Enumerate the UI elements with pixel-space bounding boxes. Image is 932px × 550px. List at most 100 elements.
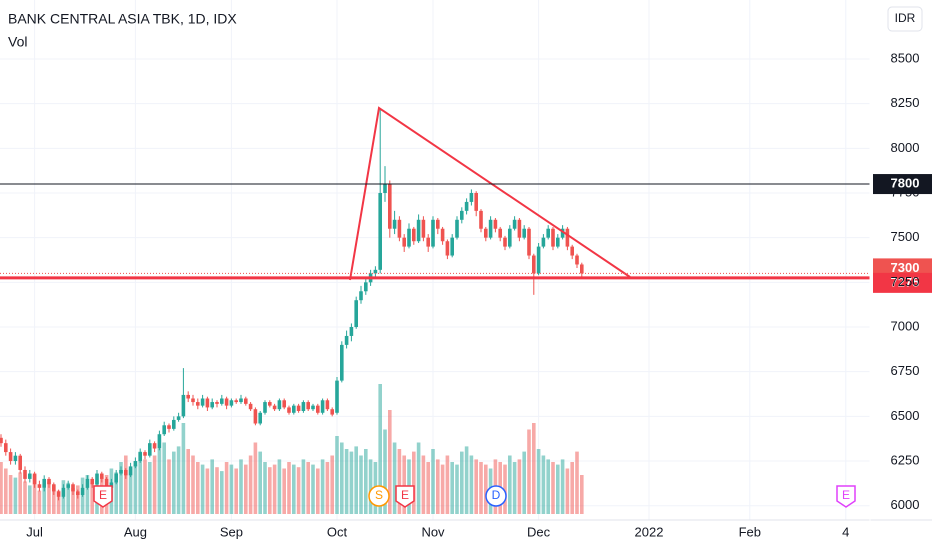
candle-body	[52, 484, 56, 492]
volume-bar	[536, 449, 541, 514]
candle-body	[28, 473, 32, 479]
volume-bar	[436, 459, 440, 514]
event-badge[interactable]	[485, 485, 507, 507]
volume-bar	[397, 449, 402, 514]
event-label[interactable]: E	[99, 488, 107, 502]
currency-box[interactable]	[887, 6, 923, 32]
candle-body	[66, 484, 70, 488]
currency[interactable]: IDR	[895, 11, 916, 25]
candle-body	[61, 487, 66, 497]
volume-bar	[527, 429, 531, 514]
volume-bar	[224, 462, 229, 514]
candle-body	[493, 219, 498, 229]
candle-body	[248, 403, 253, 410]
candle-body	[133, 461, 138, 467]
event-badge[interactable]	[836, 485, 856, 508]
candle-body	[556, 237, 560, 247]
candle-body	[32, 473, 37, 485]
event-label[interactable]: E	[842, 488, 850, 502]
volume-bar	[133, 464, 138, 514]
volume-bar	[570, 462, 574, 514]
candle-body	[4, 443, 8, 453]
candle-body	[560, 228, 565, 238]
volume-bar	[167, 459, 171, 514]
volume-bar	[47, 481, 51, 514]
candle-body	[383, 184, 387, 193]
volume-bar	[378, 384, 382, 514]
volume-bar	[0, 462, 3, 514]
candle-body	[143, 452, 147, 456]
candle-body	[258, 412, 262, 424]
x-tick-label: Nov	[421, 524, 445, 539]
volume-bar	[301, 459, 306, 514]
volume-bar	[253, 442, 258, 514]
x-tick-label: Feb	[739, 524, 761, 539]
x-tick-label: Aug	[124, 524, 147, 539]
candle-body	[546, 228, 550, 238]
event-badge[interactable]	[93, 485, 113, 508]
price-label: 7800	[891, 175, 920, 190]
volume-bar	[114, 472, 118, 514]
volume-bar	[484, 464, 488, 514]
event-badge[interactable]	[395, 485, 415, 508]
candle-body	[8, 452, 13, 462]
volume-label: Vol	[8, 34, 27, 50]
y-tick-label: 6000	[891, 497, 920, 512]
candle-body	[292, 405, 296, 413]
candle-body	[196, 402, 200, 406]
volume-bar	[455, 464, 459, 514]
candle-body	[498, 228, 502, 238]
volume-bar	[416, 442, 421, 514]
candle-body	[301, 402, 306, 411]
candle-body	[268, 402, 272, 406]
event-badge[interactable]	[368, 485, 390, 507]
volume-bar	[349, 451, 354, 514]
candle-body	[541, 237, 546, 247]
volume-bar	[311, 464, 315, 514]
volume-bar	[13, 477, 18, 514]
candle-body	[13, 455, 18, 462]
candle-body	[282, 400, 286, 408]
volume-bar	[18, 472, 22, 514]
price-label-box	[873, 272, 932, 293]
grid	[0, 0, 870, 520]
volume-bar	[42, 488, 46, 514]
candle-body	[272, 405, 277, 410]
volume-bar	[316, 468, 320, 514]
candle-body	[340, 344, 344, 381]
volume-bar	[124, 455, 128, 514]
price-label-box	[873, 174, 932, 195]
candle-body	[306, 402, 310, 410]
volume-bar	[508, 455, 512, 514]
volume-bar	[287, 462, 291, 514]
candle-body	[325, 400, 330, 410]
candle-body	[570, 246, 574, 256]
volume-bar	[517, 459, 522, 514]
candle-body	[488, 219, 493, 238]
event-label[interactable]: D	[492, 488, 501, 502]
candle-body	[349, 327, 354, 336]
volume-bar	[282, 468, 286, 514]
volume-bar	[565, 468, 570, 514]
volume-bar	[296, 467, 301, 514]
volume-bar	[200, 464, 205, 514]
x-tick-label: Dec	[527, 524, 551, 539]
volume-bar	[440, 464, 445, 514]
y-tick-label: 6500	[891, 408, 920, 423]
trendline	[349, 106, 631, 281]
candle-body	[71, 484, 75, 492]
candle-body	[320, 400, 325, 413]
event-label[interactable]: E	[401, 488, 409, 502]
candle-body	[316, 405, 320, 413]
candle-body	[464, 201, 469, 211]
event-label[interactable]: S	[375, 488, 383, 502]
volume-bar	[56, 490, 61, 514]
volume-bar	[474, 459, 478, 514]
volume-bar	[532, 423, 536, 514]
candle-body	[440, 228, 445, 242]
candle-body	[359, 291, 363, 301]
volume-bar	[325, 462, 330, 514]
volume-bar	[354, 446, 358, 514]
volume-bar	[220, 471, 224, 514]
volume-bar	[258, 451, 262, 514]
